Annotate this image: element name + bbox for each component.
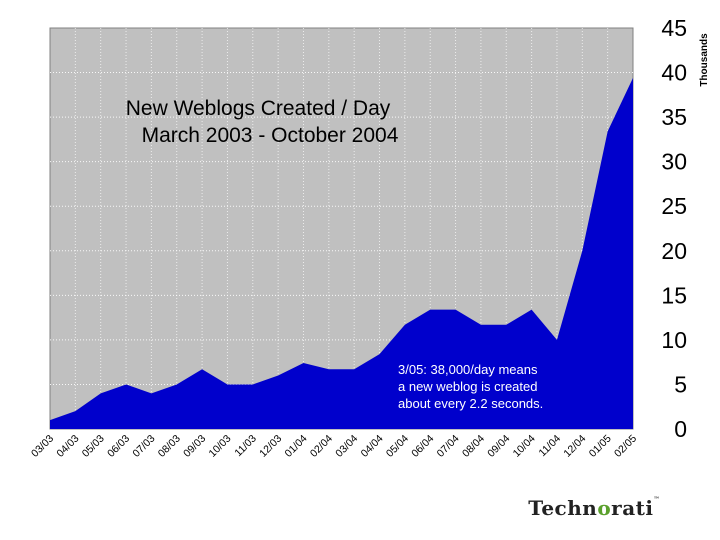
- x-tick-label: 06/03: [105, 433, 132, 460]
- y-tick-label: 45: [661, 15, 687, 41]
- y-tick-label: 15: [661, 282, 687, 308]
- x-tick-label: 11/04: [537, 433, 564, 460]
- x-tick-label: 04/03: [54, 433, 81, 460]
- x-tick-label: 05/04: [384, 433, 411, 460]
- x-tick-label: 09/03: [181, 433, 208, 460]
- chart-title-line-2: March 2003 - October 2004: [142, 124, 399, 147]
- x-tick-label: 08/04: [460, 433, 487, 460]
- x-tick-label: 04/04: [359, 433, 386, 460]
- x-tick-label: 03/04: [333, 433, 360, 460]
- y-tick-label: 10: [661, 327, 687, 353]
- x-tick-label: 11/03: [232, 433, 259, 460]
- x-tick-label: 08/03: [156, 433, 183, 460]
- y-tick-label: 30: [661, 149, 687, 175]
- x-tick-label: 10/04: [511, 433, 538, 460]
- y-tick-label: 5: [674, 371, 687, 397]
- x-tick-label: 06/04: [409, 433, 436, 460]
- x-tick-label: 12/03: [257, 433, 284, 460]
- x-tick-label: 07/04: [435, 433, 462, 460]
- x-tick-label: 12/04: [561, 433, 588, 460]
- x-tick-label: 02/05: [612, 433, 639, 460]
- x-tick-label: 02/04: [308, 433, 335, 460]
- annotation-line-1: 3/05: 38,000/day means: [398, 362, 538, 377]
- x-tick-label: 01/05: [587, 433, 614, 460]
- series-area: [50, 77, 633, 429]
- y-tick-label: 0: [674, 416, 687, 442]
- y-tick-label: 20: [661, 238, 687, 264]
- x-tick-label: 03/03: [29, 433, 56, 460]
- x-tick-label: 10/03: [206, 433, 233, 460]
- x-tick-label: 01/04: [283, 433, 310, 460]
- x-tick-label: 07/03: [130, 433, 157, 460]
- annotation-line-2: a new weblog is created: [398, 379, 537, 394]
- x-tick-label: 09/04: [485, 433, 512, 460]
- y-tick-label: 40: [661, 60, 687, 86]
- technorati-logo: Technorati™: [528, 496, 660, 520]
- annotation-line-3: about every 2.2 seconds.: [398, 396, 543, 411]
- chart-title-line-1: New Weblogs Created / Day: [126, 97, 391, 120]
- y-tick-label: 25: [661, 193, 687, 219]
- y-tick-label: 35: [661, 104, 687, 130]
- y-axis-label: Thousands: [699, 33, 710, 87]
- x-tick-label: 05/03: [80, 433, 107, 460]
